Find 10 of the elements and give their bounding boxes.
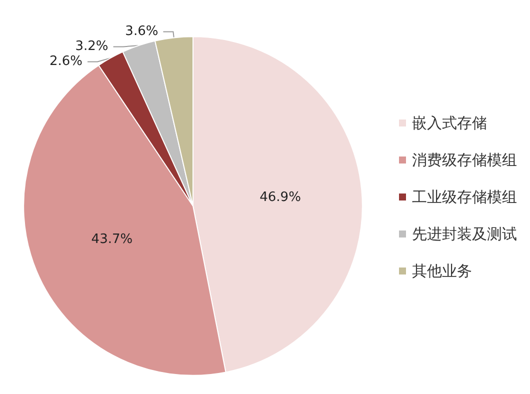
data-label: 2.6%	[49, 54, 82, 70]
data-label: 3.6%	[125, 24, 158, 40]
data-label: 3.2%	[75, 39, 108, 54]
data-label: 46.9%	[260, 190, 301, 205]
legend-label: 先进封装及测试	[412, 225, 517, 243]
legend-label: 工业级存储模组	[412, 188, 517, 206]
legend-label: 消费级存储模组	[412, 151, 517, 169]
legend-label: 其他业务	[412, 262, 472, 280]
legend-label: 嵌入式存储	[412, 114, 487, 132]
data-label: 43.7%	[91, 232, 133, 248]
